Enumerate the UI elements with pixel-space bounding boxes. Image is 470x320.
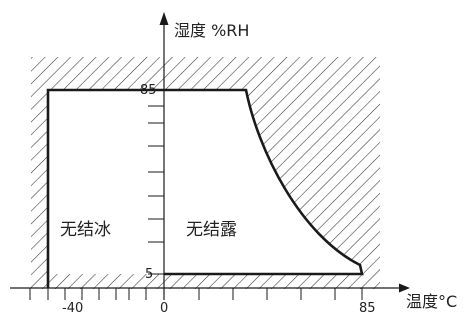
x-tick-label-0: 0: [160, 301, 169, 316]
x-axis-ticks: [29, 288, 363, 300]
region-label-no-ice: 无结冰: [60, 220, 111, 240]
region-label-no-dew: 无结露: [186, 220, 237, 240]
y-axis-arrow-icon: [159, 12, 169, 25]
x-tick-label-minus40: -40: [62, 301, 84, 316]
x-axis-title: 温度°C: [406, 292, 458, 311]
x-tick-label-85: 85: [359, 301, 376, 316]
y-tick-label-5: 5: [145, 267, 154, 282]
operating-boundary-line: [46, 88, 364, 288]
x-axis-arrow-icon: [399, 283, 410, 293]
y-axis-title: 湿度 %RH: [174, 21, 250, 40]
y-tick-label-85: 85: [140, 83, 157, 98]
hatched-forbidden-region: [31, 57, 380, 289]
